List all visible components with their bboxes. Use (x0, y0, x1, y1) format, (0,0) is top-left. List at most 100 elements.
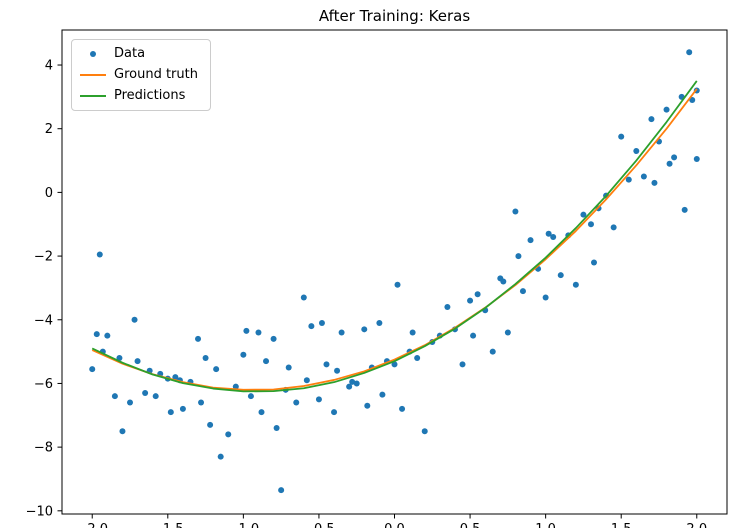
data-point (633, 148, 640, 154)
data-point (625, 176, 632, 183)
data-point (364, 402, 371, 409)
chart-title: After Training: Keras (318, 7, 471, 25)
data-point (293, 399, 300, 406)
data-point (167, 409, 174, 416)
data-point (648, 116, 655, 123)
y-tick-label: −2 (34, 250, 53, 265)
legend-item-data: Data (80, 46, 198, 62)
data-point (303, 377, 310, 384)
data-point (134, 358, 141, 365)
data-point (217, 453, 224, 460)
data-point (338, 329, 345, 336)
data-point (504, 329, 511, 336)
data-point (96, 251, 103, 258)
data-point (243, 327, 250, 334)
data-point (142, 390, 149, 396)
data-point (459, 361, 466, 368)
line-marker-icon (80, 74, 106, 76)
legend-label-ground-truth: Ground truth (114, 67, 198, 82)
data-point (334, 367, 341, 374)
data-point (152, 393, 159, 400)
data-point (666, 160, 673, 167)
data-point (349, 378, 356, 385)
data-point (376, 319, 383, 326)
legend-label-predictions: Predictions (114, 88, 186, 103)
y-tick-label: −4 (34, 313, 53, 328)
y-tick-label: 4 (45, 59, 53, 74)
data-point (93, 331, 100, 338)
y-tick-label: −10 (26, 504, 53, 519)
data-point (346, 383, 353, 390)
data-point (104, 332, 111, 339)
x-tick-label: −2.0 (76, 522, 108, 528)
data-point (119, 428, 126, 435)
data-point (414, 354, 421, 361)
y-tick-label: −8 (34, 441, 53, 456)
data-point (207, 421, 214, 428)
data-point (258, 409, 265, 416)
data-point (512, 208, 519, 215)
x-tick-label: −1.5 (152, 522, 184, 528)
data-point (557, 272, 564, 279)
x-tick-label: 2.0 (686, 522, 707, 528)
data-point (515, 253, 522, 260)
data-point (640, 173, 647, 180)
ground-truth-line (91, 88, 698, 391)
legend-label-data: Data (114, 46, 146, 61)
y-tick-label: 0 (45, 186, 53, 201)
data-point (379, 391, 386, 398)
data-point (591, 259, 597, 266)
data-point (671, 154, 678, 161)
line-marker-icon (80, 95, 106, 97)
data-point (470, 332, 477, 339)
data-point (421, 428, 428, 435)
data-point (686, 49, 693, 56)
data-point (444, 304, 451, 311)
data-point (198, 399, 205, 406)
data-point (550, 233, 557, 240)
data-point (394, 281, 401, 288)
data-point (195, 335, 202, 342)
legend-item-predictions: Predictions (80, 88, 198, 104)
x-tick-label: 1.5 (611, 522, 632, 528)
data-point (127, 399, 134, 406)
x-tick-label: 0.5 (460, 522, 481, 528)
data-point (467, 297, 474, 304)
data-point (519, 288, 526, 295)
data-point (500, 278, 507, 285)
data-point (213, 366, 220, 373)
data-point (318, 319, 325, 326)
data-point (681, 206, 688, 213)
data-point (263, 358, 270, 365)
data-point (489, 348, 496, 355)
data-point (247, 393, 254, 400)
data-point (323, 361, 330, 368)
data-point (232, 383, 239, 390)
data-point (116, 354, 123, 361)
data-point (300, 294, 307, 301)
data-point (308, 323, 315, 330)
data-point (111, 393, 118, 400)
data-point (179, 405, 186, 412)
data-point (172, 374, 179, 381)
x-tick-label: 0.0 (384, 522, 405, 528)
predictions-line (91, 80, 698, 393)
scatter-marker-icon (80, 51, 106, 57)
data-point (270, 335, 277, 342)
data-point (225, 431, 232, 438)
data-point (131, 316, 138, 323)
x-tick-label: −0.5 (303, 522, 335, 528)
data-point (391, 361, 398, 368)
data-point (610, 224, 617, 231)
data-point (693, 155, 700, 162)
data-point (474, 291, 481, 298)
data-point (89, 366, 96, 373)
data-point (278, 487, 285, 494)
data-point (255, 329, 262, 336)
legend: Data Ground truth Predictions (71, 39, 211, 111)
data-point (689, 97, 696, 104)
x-tick-label: 1.0 (535, 522, 556, 528)
data-point (285, 364, 292, 371)
data-point (651, 179, 658, 186)
